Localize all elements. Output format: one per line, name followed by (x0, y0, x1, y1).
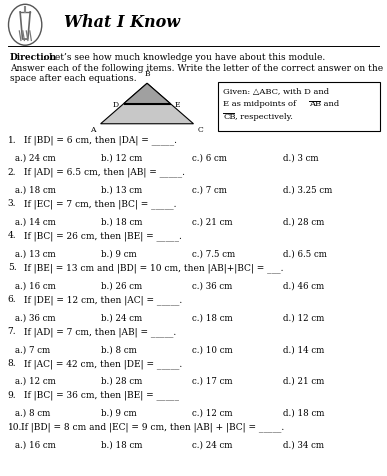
Text: C: C (197, 126, 203, 134)
Text: a.) 36 cm: a.) 36 cm (15, 313, 55, 322)
Text: d.) 6.5 cm: d.) 6.5 cm (283, 249, 326, 258)
Text: 5.: 5. (8, 263, 17, 272)
Text: CB: CB (223, 113, 236, 121)
Text: 6.: 6. (8, 295, 16, 304)
Text: b.) 28 cm: b.) 28 cm (101, 377, 142, 386)
Text: If |BC| = 36 cm, then |BE| = _____: If |BC| = 36 cm, then |BE| = _____ (21, 391, 179, 400)
Text: d.) 3 cm: d.) 3 cm (283, 154, 318, 163)
Polygon shape (124, 83, 170, 104)
Text: a.) 7 cm: a.) 7 cm (15, 345, 50, 354)
Text: c.) 12 cm: c.) 12 cm (192, 409, 232, 418)
Text: d.) 12 cm: d.) 12 cm (283, 313, 324, 322)
Text: If |EC| = 7 cm, then |BC| = _____.: If |EC| = 7 cm, then |BC| = _____. (21, 199, 177, 209)
Text: 3.: 3. (8, 199, 16, 208)
Text: a.) 12 cm: a.) 12 cm (15, 377, 55, 386)
Text: c.) 17 cm: c.) 17 cm (192, 377, 232, 386)
Text: c.) 6 cm: c.) 6 cm (192, 154, 226, 163)
Text: a.) 14 cm: a.) 14 cm (15, 218, 55, 227)
Text: If |AD| = 6.5 cm, then |AB| = _____.: If |AD| = 6.5 cm, then |AB| = _____. (21, 168, 185, 177)
Text: 10.: 10. (8, 423, 22, 432)
Text: d.) 46 cm: d.) 46 cm (283, 281, 324, 290)
Text: c.) 10 cm: c.) 10 cm (192, 345, 232, 354)
Text: c.) 7 cm: c.) 7 cm (192, 186, 226, 195)
Text: What I Know: What I Know (64, 14, 180, 31)
Polygon shape (101, 83, 194, 124)
Text: B: B (144, 69, 150, 78)
Text: Given: △ABC, with D and: Given: △ABC, with D and (223, 88, 329, 96)
Text: and: and (321, 100, 339, 109)
Text: E as midpoints of: E as midpoints of (223, 100, 299, 109)
Text: D: D (113, 101, 119, 109)
Text: 7.: 7. (8, 327, 16, 336)
Text: A: A (91, 126, 96, 134)
Text: d.) 18 cm: d.) 18 cm (283, 409, 324, 418)
Text: If |BD| = 6 cm, then |DA| = _____.: If |BD| = 6 cm, then |DA| = _____. (21, 136, 177, 145)
Text: Answer each of the following items. Write the letter of the correct answer on th: Answer each of the following items. Writ… (10, 64, 383, 73)
Text: If |BD| = 8 cm and |EC| = 9 cm, then |AB| + |BC| = _____.: If |BD| = 8 cm and |EC| = 9 cm, then |AB… (21, 423, 284, 432)
Text: b.) 24 cm: b.) 24 cm (101, 313, 142, 322)
Text: d.) 28 cm: d.) 28 cm (283, 218, 324, 227)
Text: c.) 21 cm: c.) 21 cm (192, 218, 232, 227)
Text: c.) 36 cm: c.) 36 cm (192, 281, 232, 290)
Text: If |BE| = 13 cm and |BD| = 10 cm, then |AB|+|BC| = ___.: If |BE| = 13 cm and |BD| = 10 cm, then |… (21, 263, 284, 273)
Text: AB: AB (309, 100, 321, 109)
Text: b.) 26 cm: b.) 26 cm (101, 281, 142, 290)
Text: 4.: 4. (8, 231, 16, 240)
Text: c.) 18 cm: c.) 18 cm (192, 313, 232, 322)
Text: b.) 18 cm: b.) 18 cm (101, 441, 142, 450)
Text: 9.: 9. (8, 391, 16, 400)
Text: If |BC| = 26 cm, then |BE| = _____.: If |BC| = 26 cm, then |BE| = _____. (21, 231, 182, 241)
Text: b.) 18 cm: b.) 18 cm (101, 218, 142, 227)
Text: d.) 14 cm: d.) 14 cm (283, 345, 324, 354)
Text: a.) 18 cm: a.) 18 cm (15, 186, 56, 195)
Text: Direction: Direction (10, 53, 57, 62)
Text: a.) 24 cm: a.) 24 cm (15, 154, 55, 163)
Text: 1.: 1. (8, 136, 16, 145)
Text: 2.: 2. (8, 168, 16, 177)
Text: a.) 16 cm: a.) 16 cm (15, 441, 55, 450)
Text: a.) 8 cm: a.) 8 cm (15, 409, 50, 418)
Text: b.) 12 cm: b.) 12 cm (101, 154, 142, 163)
FancyBboxPatch shape (218, 82, 380, 131)
Text: a.) 13 cm: a.) 13 cm (15, 249, 55, 258)
Text: b.) 9 cm: b.) 9 cm (101, 409, 136, 418)
Text: space after each equations.: space after each equations. (10, 74, 136, 83)
Text: : Let’s see how much knowledge you have about this module.: : Let’s see how much knowledge you have … (43, 53, 325, 62)
Text: c.) 24 cm: c.) 24 cm (192, 441, 232, 450)
Text: d.) 3.25 cm: d.) 3.25 cm (283, 186, 332, 195)
Text: d.) 34 cm: d.) 34 cm (283, 441, 324, 450)
Text: b.) 9 cm: b.) 9 cm (101, 249, 136, 258)
Text: E: E (174, 101, 180, 109)
Text: 8.: 8. (8, 359, 16, 368)
Text: If |AC| = 42 cm, then |DE| = _____.: If |AC| = 42 cm, then |DE| = _____. (21, 359, 183, 368)
Text: c.) 7.5 cm: c.) 7.5 cm (192, 249, 235, 258)
Text: b.) 8 cm: b.) 8 cm (101, 345, 136, 354)
Text: If |DE| = 12 cm, then |AC| = _____.: If |DE| = 12 cm, then |AC| = _____. (21, 295, 183, 305)
Text: , respectively.: , respectively. (235, 113, 293, 121)
Text: b.) 13 cm: b.) 13 cm (101, 186, 142, 195)
Text: If |AD| = 7 cm, then |AB| = _____.: If |AD| = 7 cm, then |AB| = _____. (21, 327, 176, 337)
Text: a.) 16 cm: a.) 16 cm (15, 281, 55, 290)
Text: d.) 21 cm: d.) 21 cm (283, 377, 324, 386)
